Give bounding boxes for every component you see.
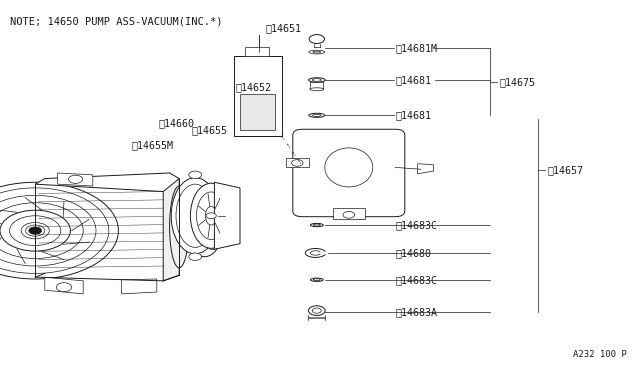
Polygon shape [214,182,240,249]
Text: ※14651: ※14651 [266,23,301,33]
Ellipse shape [170,186,189,268]
Text: ※14681M: ※14681M [396,44,438,53]
Ellipse shape [191,183,232,248]
Ellipse shape [310,88,324,91]
Circle shape [309,35,324,44]
Ellipse shape [198,212,211,234]
Polygon shape [176,188,202,206]
Polygon shape [45,277,83,294]
Text: ※14652: ※14652 [236,83,271,92]
Text: ※14655: ※14655 [192,125,228,135]
Circle shape [56,283,72,292]
Circle shape [189,253,202,260]
Bar [234,56,282,136]
Text: A232 100 P: A232 100 P [573,350,627,359]
Text: ※14655M: ※14655M [131,140,173,150]
Circle shape [209,245,216,250]
Text: ※14683A: ※14683A [396,308,438,317]
Circle shape [189,171,202,179]
Ellipse shape [312,78,321,81]
Polygon shape [310,82,323,89]
Text: ※14657: ※14657 [547,165,583,175]
Polygon shape [418,164,434,174]
Ellipse shape [186,190,224,257]
Circle shape [29,227,42,234]
Bar [240,94,275,130]
Ellipse shape [313,51,321,53]
Circle shape [0,182,118,279]
Ellipse shape [310,278,323,282]
Text: ※14675: ※14675 [499,77,535,87]
Circle shape [209,197,216,201]
Ellipse shape [196,192,226,240]
Ellipse shape [205,206,217,225]
Ellipse shape [310,223,323,227]
Text: ※14681: ※14681 [396,110,431,120]
Polygon shape [333,208,365,219]
Circle shape [21,222,49,239]
Circle shape [206,213,216,219]
Circle shape [193,197,201,201]
Polygon shape [35,173,179,192]
Text: ※14681: ※14681 [396,75,431,85]
Polygon shape [122,279,157,294]
Ellipse shape [308,78,325,82]
Circle shape [292,160,303,166]
Circle shape [343,211,355,218]
Ellipse shape [191,198,219,248]
Ellipse shape [312,114,321,116]
Polygon shape [287,158,309,167]
Ellipse shape [309,113,325,118]
Bar [245,46,269,56]
Ellipse shape [314,224,321,226]
Polygon shape [58,173,93,186]
Circle shape [0,210,70,251]
FancyBboxPatch shape [293,129,405,217]
Ellipse shape [324,148,372,187]
Circle shape [312,308,321,313]
Circle shape [308,306,325,315]
Text: ※14660: ※14660 [159,119,195,128]
Text: NOTE; 14650 PUMP ASS-VACUUM(INC.*): NOTE; 14650 PUMP ASS-VACUUM(INC.*) [10,17,222,27]
Text: ※14680: ※14680 [396,248,431,258]
Ellipse shape [314,279,321,281]
Ellipse shape [176,184,214,247]
Text: ※14683C: ※14683C [396,275,438,285]
Circle shape [193,245,201,250]
Ellipse shape [172,178,219,254]
Ellipse shape [309,50,325,54]
Text: ※14683C: ※14683C [396,220,438,230]
Polygon shape [163,179,179,281]
Circle shape [68,175,83,183]
